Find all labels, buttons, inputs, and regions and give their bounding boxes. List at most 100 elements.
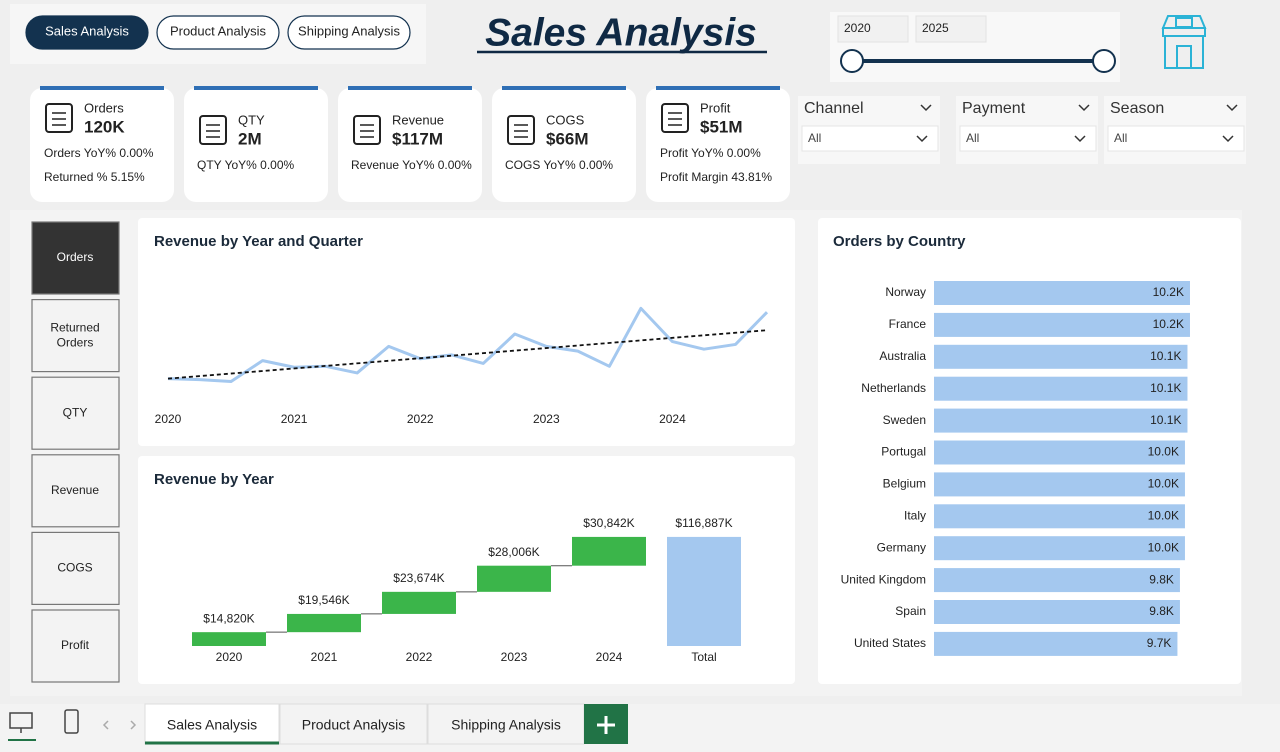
chart-title: Revenue by Year xyxy=(154,471,274,488)
kpi-detail: Orders YoY% 0.00% xyxy=(44,146,154,160)
data-label: $116,887K xyxy=(675,516,732,530)
waterfall-bar xyxy=(477,565,551,592)
data-label: 9.8K xyxy=(1149,572,1174,586)
sheet-tab-label: Shipping Analysis xyxy=(451,717,561,733)
side-menu-button[interactable] xyxy=(31,531,120,606)
kpi-label: Profit xyxy=(700,100,731,115)
nav-button-label: Sales Analysis xyxy=(45,23,129,38)
slicer-dropdown[interactable] xyxy=(1107,125,1245,152)
x-tick-label: 2020 xyxy=(216,650,243,664)
year-input[interactable] xyxy=(915,15,987,43)
kpi-icon xyxy=(507,115,535,145)
nav-button[interactable] xyxy=(287,15,411,50)
chart-title: Orders by Country xyxy=(833,233,966,250)
slicer-value: All xyxy=(966,131,979,145)
side-menu-label: Orders xyxy=(57,250,94,264)
nav-button[interactable] xyxy=(25,15,149,50)
bar xyxy=(934,536,1185,561)
total-bar xyxy=(667,536,741,646)
sheet-tab-label: Product Analysis xyxy=(302,717,406,733)
bar xyxy=(934,312,1190,337)
slicer-dropdown-chevron xyxy=(916,135,928,143)
x-tick-label: 2023 xyxy=(533,412,560,426)
waterfall-bar xyxy=(287,613,361,633)
bar xyxy=(934,504,1185,529)
x-tick-label: Total xyxy=(691,650,716,664)
kpi-icon-lines xyxy=(668,112,682,126)
waterfall-bar xyxy=(192,632,266,646)
side-menu-button[interactable] xyxy=(31,299,120,373)
x-tick-label: 2021 xyxy=(281,412,308,426)
sheet-tab[interactable] xyxy=(427,703,585,745)
data-label: 10.2K xyxy=(1153,285,1184,299)
tab-scroll[interactable] xyxy=(102,720,137,730)
slicer-dropdown[interactable] xyxy=(801,125,939,152)
side-menu-button[interactable] xyxy=(31,376,120,450)
y-tick-label: Sweden xyxy=(883,413,926,427)
waterfall-bar xyxy=(382,591,456,614)
data-label: $23,674K xyxy=(393,571,444,585)
y-tick-label: Italy xyxy=(904,508,926,522)
data-label: $19,546K xyxy=(298,593,349,607)
slicer-chevron xyxy=(1226,104,1238,112)
side-menu-label: COGS xyxy=(57,561,92,575)
side-menu-label: Revenue xyxy=(51,483,99,497)
data-label: 10.0K xyxy=(1148,540,1179,554)
nav-button[interactable] xyxy=(156,15,280,50)
side-menu-label: QTY xyxy=(63,405,88,419)
kpi-icon xyxy=(661,103,689,133)
x-tick-label: 2024 xyxy=(659,412,686,426)
kpi-detail: Revenue YoY% 0.00% xyxy=(351,158,472,172)
kpi-icon xyxy=(353,115,381,145)
x-tick-label: 2023 xyxy=(501,650,528,664)
store-door xyxy=(1176,45,1192,69)
revenue-line xyxy=(167,306,769,383)
kpi-detail: Profit YoY% 0.00% xyxy=(660,146,761,160)
y-tick-label: Norway xyxy=(885,285,926,299)
slicer-chevron xyxy=(1078,104,1090,112)
side-menu-button[interactable] xyxy=(31,609,120,683)
year-input[interactable] xyxy=(837,15,909,43)
data-label: $14,820K xyxy=(203,611,254,625)
y-tick-label: Germany xyxy=(877,540,926,554)
slider-handle[interactable] xyxy=(840,49,864,73)
kpi-detail: Profit Margin 43.81% xyxy=(660,170,772,184)
slicer-label: Channel xyxy=(804,100,864,117)
data-label: 9.8K xyxy=(1149,604,1174,618)
side-menu-button[interactable] xyxy=(31,454,120,528)
trend-line xyxy=(167,329,768,380)
side-menu-button[interactable] xyxy=(31,221,120,295)
mobile-icon[interactable] xyxy=(64,709,79,734)
kpi-label: Orders xyxy=(84,100,124,115)
x-tick-label: 2020 xyxy=(155,412,182,426)
slicer-chevron xyxy=(920,104,932,112)
add-tab-plus xyxy=(597,716,615,734)
slicer-dropdown[interactable] xyxy=(959,125,1097,152)
side-menu-label: Returned Orders xyxy=(50,321,99,350)
kpi-icon xyxy=(199,115,227,145)
bar xyxy=(934,408,1188,433)
view-icons xyxy=(8,709,137,741)
kpi-card xyxy=(30,88,174,202)
bar xyxy=(934,472,1185,497)
y-tick-label: Portugal xyxy=(881,445,926,459)
kpi-detail: QTY YoY% 0.00% xyxy=(197,158,295,172)
kpi-value: $117M xyxy=(392,129,443,148)
bar xyxy=(934,568,1180,593)
kpi-icon-lines xyxy=(360,124,374,138)
y-tick-label: Australia xyxy=(879,349,926,363)
kpi-label: QTY xyxy=(238,112,265,127)
bar xyxy=(934,281,1190,305)
y-tick-label: France xyxy=(889,317,927,331)
data-label: 10.2K xyxy=(1153,317,1184,331)
x-tick-label: 2022 xyxy=(406,650,433,664)
waterfall-bar xyxy=(572,536,646,566)
kpi-detail: COGS YoY% 0.00% xyxy=(505,158,613,172)
sheet-tab[interactable] xyxy=(144,703,280,745)
sheet-tab[interactable] xyxy=(279,703,428,745)
slider-handle[interactable] xyxy=(1092,49,1116,73)
kpi-icon-lines xyxy=(52,112,66,126)
nav-button-label: Product Analysis xyxy=(170,23,267,38)
